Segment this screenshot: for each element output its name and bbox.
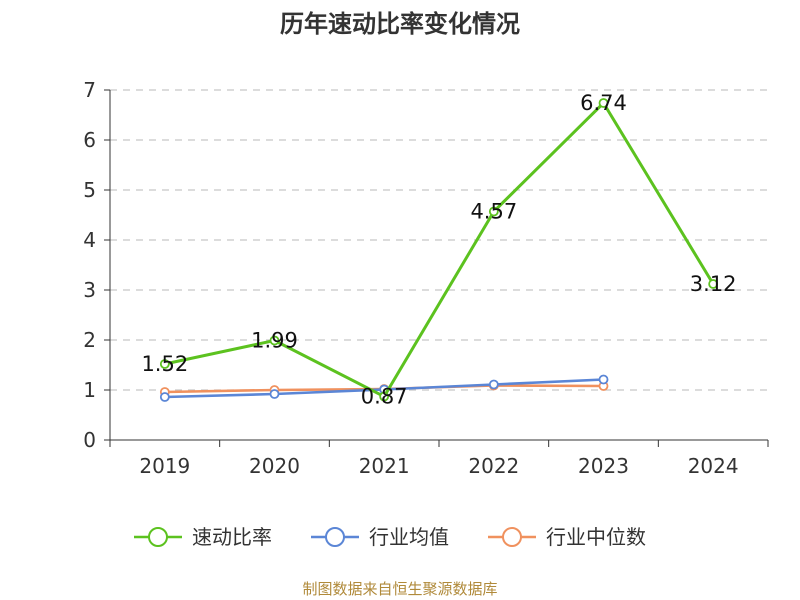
data-label: 4.57 [470, 200, 517, 224]
legend-item[interactable]: 行业中位数 [488, 525, 646, 549]
x-tick-label: 2021 [359, 454, 410, 478]
legend-label: 行业中位数 [546, 525, 646, 549]
data-point [269, 335, 280, 346]
chart-title: 历年速动比率变化情况 [280, 10, 520, 38]
y-tick-label: 4 [83, 228, 96, 252]
y-tick-label: 0 [83, 428, 96, 452]
data-label: 3.12 [690, 272, 737, 296]
legend-item[interactable]: 速动比率 [134, 525, 272, 549]
data-point [269, 389, 280, 399]
grid [110, 89, 768, 391]
y-tick-label: 5 [83, 178, 96, 202]
data-point [488, 206, 499, 217]
legend[interactable]: 速动比率 行业均值 行业中位数 [134, 525, 646, 549]
legend-marker [148, 527, 168, 547]
x-tick-label: 2024 [688, 454, 739, 478]
legend-label: 行业均值 [369, 525, 449, 549]
legend-item[interactable]: 行业均值 [311, 525, 449, 549]
data-point [379, 391, 390, 402]
series [159, 98, 719, 402]
legend-label: 速动比率 [192, 525, 272, 549]
data-label: 0.87 [361, 385, 408, 409]
y-tick-label: 3 [83, 278, 96, 302]
y-tick-label: 6 [83, 128, 96, 152]
data-point [598, 98, 609, 108]
data-point [159, 359, 170, 369]
data-labels: 1.52 1.99 0.87 4.57 6.74 3.12 [141, 91, 736, 409]
x-tick-label: 2020 [249, 454, 300, 478]
legend-marker [502, 527, 522, 547]
x-tick-label: 2022 [468, 454, 519, 478]
data-label: 6.74 [580, 91, 627, 115]
y-tick-label: 1 [83, 378, 96, 402]
source-note: 制图数据来自恒生聚源数据库 [302, 580, 497, 598]
axes: 0 1 2 3 4 5 6 7 2019 2020 2021 2022 2023 2024 [83, 78, 769, 478]
data-point [708, 279, 719, 289]
data-label: 1.52 [141, 352, 188, 376]
y-tick-label: 7 [83, 78, 96, 102]
x-tick-label: 2019 [139, 454, 190, 478]
x-tick-label: 2023 [578, 454, 629, 478]
data-label: 1.99 [251, 329, 298, 353]
legend-marker [325, 527, 345, 547]
data-point [598, 374, 609, 385]
series-line [164, 101, 715, 398]
data-point [159, 392, 170, 402]
y-tick-label: 2 [83, 328, 96, 352]
data-point [488, 379, 499, 390]
